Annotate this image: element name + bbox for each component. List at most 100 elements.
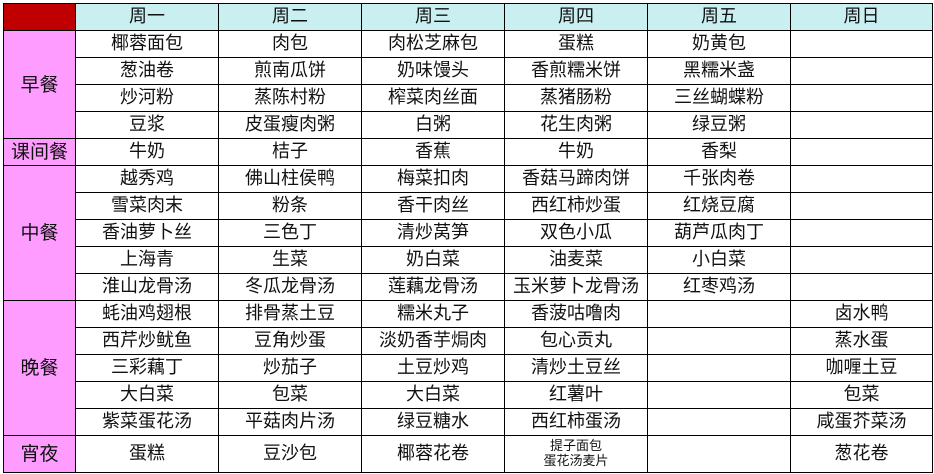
table-row: 紫菜蛋花汤 平菇肉片汤 绿豆糖水 西红柿蛋汤 咸蛋芥菜汤 (4, 408, 933, 436)
table-row: 宵夜 蛋糕 豆沙包 椰蓉花卷 提子面包 蛋花汤麦片 葱花卷 (3, 435, 933, 473)
menu-cell: 玉米萝卜龙骨汤 (504, 273, 648, 301)
menu-cell: 清炒莴笋 (361, 219, 505, 247)
menu-cell: 包菜 (790, 381, 933, 409)
menu-cell: 提子面包 蛋花汤麦片 (504, 435, 648, 473)
menu-cell (790, 192, 933, 220)
table-row: 中餐 越秀鸡 佛山柱侯鸭 梅菜扣肉 香菇马蹄肉饼 千张肉卷 (3, 165, 933, 301)
menu-cell: 牛奶 (504, 138, 648, 166)
menu-cell: 豆角炒蛋 (218, 327, 362, 355)
meal-category: 早餐 (3, 30, 76, 139)
menu-cell: 豆浆 (75, 111, 219, 139)
table-row: 雪菜肉末 粉条 香干肉丝 西红柿炒蛋 红烧豆腐 (4, 192, 933, 220)
menu-cell: 莲藕龙骨汤 (361, 273, 505, 301)
menu-cell: 三色丁 (218, 219, 362, 247)
menu-cell: 肉包 (218, 30, 362, 58)
menu-cell (647, 327, 791, 355)
menu-cell: 葱花卷 (790, 435, 933, 473)
menu-cell: 淡奶香芋焗肉 (361, 327, 505, 355)
menu-cell (647, 408, 791, 436)
menu-cell: 红薯叶 (504, 381, 648, 409)
menu-cell: 炒茄子 (218, 354, 362, 382)
menu-cell: 双色小瓜 (504, 219, 648, 247)
menu-cell: 蚝油鸡翅根 (75, 300, 219, 328)
menu-cell (647, 435, 791, 473)
menu-cell: 雪菜肉末 (75, 192, 219, 220)
menu-cell: 越秀鸡 (75, 165, 219, 193)
menu-cell: 奶味馒头 (361, 57, 505, 85)
menu-cell: 香油萝卜丝 (75, 219, 219, 247)
meal-category: 晚餐 (3, 300, 76, 436)
menu-cell (790, 246, 933, 274)
header-monday: 周一 (75, 3, 219, 31)
menu-cell: 蒸猪肠粉 (504, 84, 648, 112)
menu-cell: 肉松芝麻包 (361, 30, 505, 58)
menu-cell: 冬瓜龙骨汤 (218, 273, 362, 301)
menu-cell: 三彩藕丁 (75, 354, 219, 382)
menu-cell: 平菇肉片汤 (218, 408, 362, 436)
menu-cell: 佛山柱侯鸭 (218, 165, 362, 193)
table-row: 大白菜 包菜 大白菜 红薯叶 包菜 (4, 381, 933, 409)
menu-cell (790, 165, 933, 193)
header-wednesday: 周三 (361, 3, 505, 31)
menu-cell: 香菠咕噜肉 (504, 300, 648, 328)
header-sunday: 周日 (790, 3, 933, 31)
menu-cell: 紫菜蛋花汤 (75, 408, 219, 436)
menu-cell: 红枣鸡汤 (647, 273, 791, 301)
menu-cell: 椰蓉面包 (75, 30, 219, 58)
menu-cell: 黑糯米盏 (647, 57, 791, 85)
menu-cell: 淮山龙骨汤 (75, 273, 219, 301)
menu-cell (647, 381, 791, 409)
menu-cell: 上海青 (75, 246, 219, 274)
menu-cell (790, 30, 933, 58)
table-row: 三彩藕丁 炒茄子 土豆炒鸡 清炒土豆丝 咖喱土豆 (4, 354, 933, 382)
menu-cell: 豆沙包 (218, 435, 362, 473)
table-row: 课间餐 牛奶 桔子 香蕉 牛奶 香梨 (3, 138, 933, 166)
header-friday: 周五 (647, 3, 791, 31)
menu-cell (790, 138, 933, 166)
table-row: 早餐 椰蓉面包 肉包 肉松芝麻包 蛋糕 奶黄包 (3, 30, 933, 139)
menu-cell (790, 219, 933, 247)
meal-category: 宵夜 (3, 435, 76, 473)
meal-category: 中餐 (3, 165, 76, 301)
menu-cell: 排骨蒸土豆 (218, 300, 362, 328)
menu-cell: 蛋糕 (504, 30, 648, 58)
menu-cell: 西红柿蛋汤 (504, 408, 648, 436)
menu-cell: 西红柿炒蛋 (504, 192, 648, 220)
menu-cell: 西芹炒鱿鱼 (75, 327, 219, 355)
menu-cell: 清炒土豆丝 (504, 354, 648, 382)
menu-cell (790, 84, 933, 112)
menu-cell: 香蕉 (361, 138, 505, 166)
table-row: 西芹炒鱿鱼 豆角炒蛋 淡奶香芋焗肉 包心贡丸 蒸水蛋 (4, 327, 933, 355)
weekly-menu-table: 周一 周二 周三 周四 周五 周日 早餐 椰蓉面包 肉包 肉松芝麻包 蛋糕 奶黄包 葱油卷煎… (3, 3, 933, 473)
menu-cell: 花生肉粥 (504, 111, 648, 139)
menu-cell: 椰蓉花卷 (361, 435, 505, 473)
header-row: 周一 周二 周三 周四 周五 周日 (3, 3, 933, 31)
menu-cell: 煎南瓜饼 (218, 57, 362, 85)
menu-cell (790, 111, 933, 139)
menu-cell: 生菜 (218, 246, 362, 274)
menu-cell: 蒸水蛋 (790, 327, 933, 355)
menu-cell (647, 354, 791, 382)
menu-cell: 小白菜 (647, 246, 791, 274)
menu-cell: 糯米丸子 (361, 300, 505, 328)
menu-cell: 奶黄包 (647, 30, 791, 58)
menu-cell (790, 57, 933, 85)
menu-cell (647, 300, 791, 328)
menu-cell: 牛奶 (75, 138, 219, 166)
menu-cell: 蒸陈村粉 (218, 84, 362, 112)
menu-cell: 包心贡丸 (504, 327, 648, 355)
table-row: 葱油卷 煎南瓜饼 奶味馒头 香煎糯米饼 黑糯米盏 (4, 57, 933, 85)
menu-cell: 咸蛋芥菜汤 (790, 408, 933, 436)
menu-cell: 炒河粉 (75, 84, 219, 112)
menu-cell: 白粥 (361, 111, 505, 139)
menu-cell: 红烧豆腐 (647, 192, 791, 220)
menu-cell: 香煎糯米饼 (504, 57, 648, 85)
menu-cell: 油麦菜 (504, 246, 648, 274)
menu-cell: 皮蛋瘦肉粥 (218, 111, 362, 139)
table-row: 豆浆 皮蛋瘦肉粥 白粥 花生肉粥 绿豆粥 (4, 111, 933, 139)
header-thursday: 周四 (504, 3, 648, 31)
corner-cell (3, 3, 76, 31)
menu-cell: 三丝蝴蝶粉 (647, 84, 791, 112)
menu-cell: 大白菜 (75, 381, 219, 409)
meal-category: 课间餐 (3, 138, 76, 166)
